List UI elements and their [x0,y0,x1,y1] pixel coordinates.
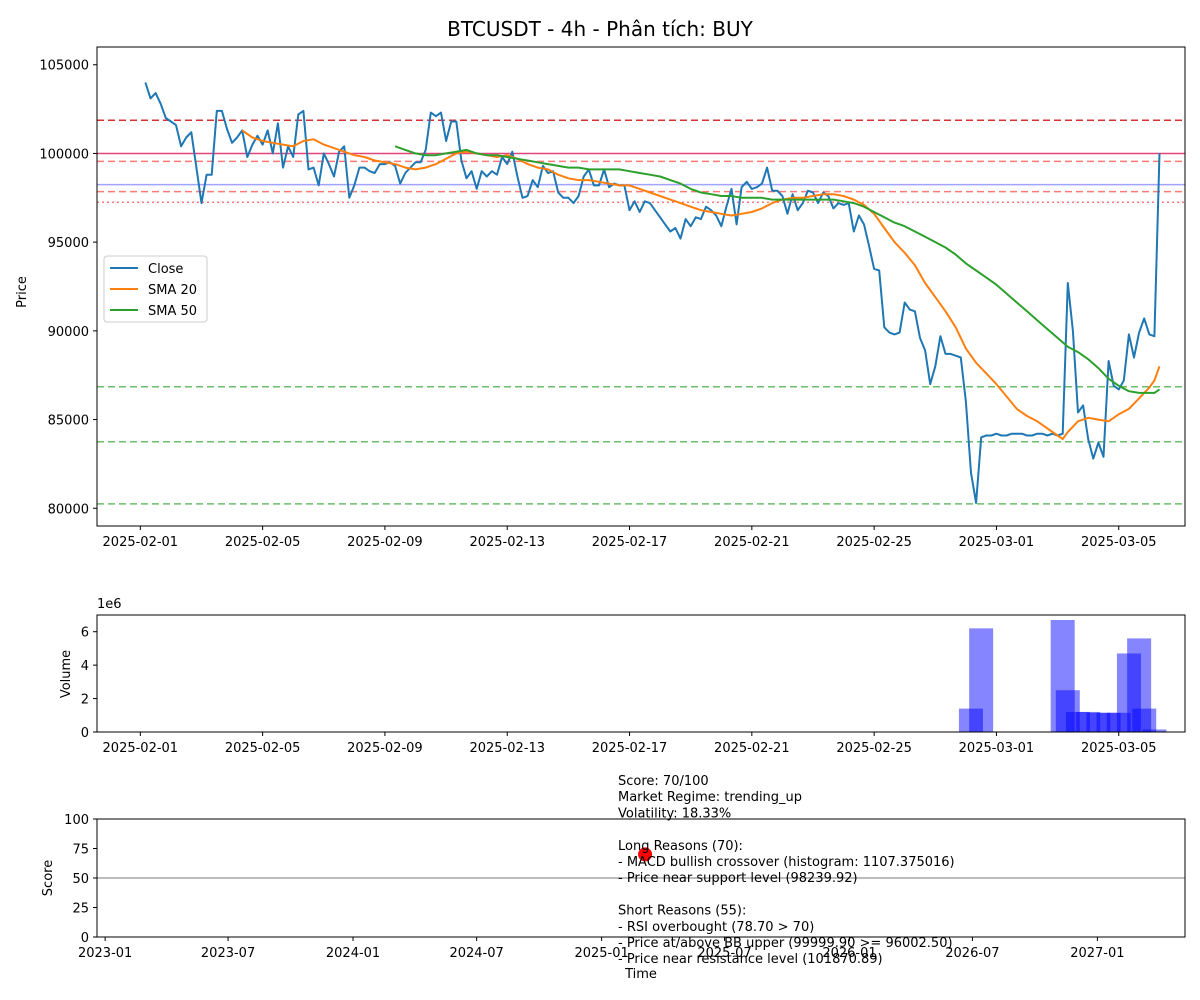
annotation-line: - Price near support level (98239.92) [618,871,858,886]
volume-y-tick-label: 4 [81,659,89,674]
score-point [638,847,653,862]
volume-x-tick-label: 2025-02-09 [347,741,423,756]
score-x-tick-label: 2025-01 [574,946,628,961]
price-y-tick-label: 90000 [48,325,89,340]
annotation-line: Market Regime: trending_up [618,790,802,805]
score-y-label: Score [41,860,56,896]
volume-x-tick-label: 2025-02-25 [836,741,912,756]
annotation-line: Short Reasons (55): [618,904,746,919]
volume-y-label: Volume [59,650,74,698]
volume-bar [1055,690,1080,732]
volume-bar [1076,711,1101,732]
score-y-tick-label: 75 [72,843,89,858]
score-y-tick-label: 50 [72,872,89,887]
score-x-label: Time [624,967,657,982]
volume-bar [1106,712,1131,732]
price-x-tick-label: 2025-02-21 [714,535,790,550]
volume-y-tick-label: 0 [81,726,89,741]
price-y-tick-label: 80000 [48,502,89,517]
annotation-line: - Price at/above BB upper (99999.90 >= 9… [618,936,953,951]
price-x-tick-label: 2025-02-05 [225,535,301,550]
price-x-tick-label: 2025-02-09 [347,535,423,550]
volume-bar [1142,729,1167,732]
legend: Close SMA 20 SMA 50 [103,255,208,323]
figure-title: BTCUSDT - 4h - Phân tích: BUY [447,17,753,41]
volume-bar [1132,708,1157,732]
price-y-tick-label: 100000 [39,147,89,162]
score-panel: 0 25 50 75 100 2023-01 2023-07 2024-01 2024-07 20… [41,774,1186,982]
annotation-line: Score: 70/100 [618,774,709,789]
volume-y-tick-label: 6 [81,626,89,641]
price-x-tick-label: 2025-03-01 [959,535,1035,550]
volume-x-tick-label: 2025-02-21 [714,741,790,756]
series-line-sma-20 [241,129,1161,441]
volume-bar [1086,712,1111,732]
volume-bar [1096,712,1121,732]
volume-bar [1127,638,1152,732]
legend-label-sma20: SMA 20 [148,283,197,298]
volume-x-tick-label: 2025-02-05 [225,741,301,756]
volume-x-tick-label: 2025-02-01 [103,741,179,756]
volume-bar [1065,711,1090,732]
series-line-sma-50 [394,145,1161,394]
price-y-label: Price [15,276,30,308]
price-x-tick-label: 2025-03-05 [1081,535,1157,550]
score-axes-frame [96,818,1186,938]
score-x-tick-label: 2026-01 [822,946,876,961]
price-x-tick-label: 2025-02-01 [103,535,179,550]
legend-label-sma50: SMA 50 [148,304,197,319]
legend-label-close: Close [148,262,183,277]
volume-bar [1116,653,1141,732]
volume-x-tick-label: 2025-03-01 [959,741,1035,756]
volume-bar [958,708,983,732]
score-x-tick-label: 2027-01 [1070,946,1124,961]
score-y-tick-label: 100 [64,813,89,828]
volume-panel: 0 2 4 6 2025-02-01 2025-02-05 2025-02-09 2025-0… [59,597,1186,756]
volume-x-tick-label: 2025-03-05 [1081,741,1157,756]
score-x-tick-label: 2023-01 [78,946,132,961]
volume-offset-text: 1e6 [97,597,122,612]
score-x-tick-label: 2024-07 [449,946,503,961]
volume-y-tick-label: 2 [81,693,89,708]
price-x-tick-label: 2025-02-25 [836,535,912,550]
price-panel: 80000 85000 90000 95000 100000 105000 2025-02-… [15,46,1186,550]
annotation-line: - MACD bullish crossover (histogram: 110… [618,855,955,870]
annotation-line: - Price near resistance level (101870.89… [618,952,883,967]
annotation-line: Long Reasons (70): [618,839,743,854]
score-x-tick-label: 2026-07 [945,946,999,961]
volume-bar [1050,620,1075,732]
price-x-tick-label: 2025-02-13 [469,535,545,550]
price-y-tick-label: 105000 [39,59,89,74]
annotation-line: Volatility: 18.33% [618,806,731,821]
series-line-close [144,82,1161,504]
volume-bar [969,628,994,732]
volume-x-tick-label: 2025-02-17 [592,741,668,756]
annotation-line: - RSI overbought (78.70 > 70) [618,920,814,935]
score-x-tick-label: 2024-01 [326,946,380,961]
price-axes-frame [96,46,1186,527]
price-y-tick-label: 85000 [48,414,89,429]
score-x-tick-label: 2025-07 [697,946,751,961]
score-y-tick-label: 25 [72,902,89,917]
score-y-tick-label: 0 [81,931,89,946]
volume-x-tick-label: 2025-02-13 [469,741,545,756]
price-y-tick-label: 95000 [48,236,89,251]
score-x-tick-label: 2023-07 [201,946,255,961]
price-x-tick-label: 2025-02-17 [592,535,668,550]
volume-axes-frame [96,614,1186,733]
